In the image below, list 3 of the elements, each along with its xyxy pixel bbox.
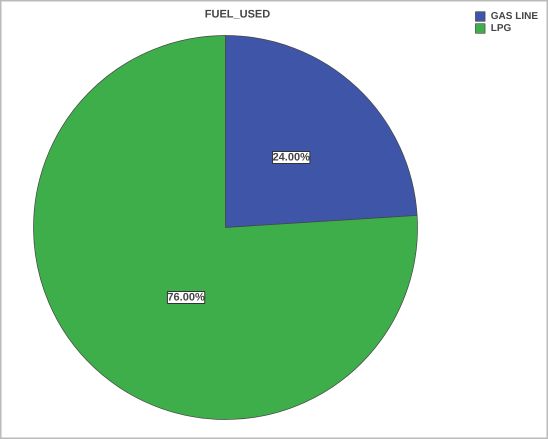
legend-label: LPG bbox=[490, 22, 512, 34]
legend-label: GAS LINE bbox=[490, 10, 538, 22]
chart-title: FUEL_USED bbox=[204, 8, 270, 20]
